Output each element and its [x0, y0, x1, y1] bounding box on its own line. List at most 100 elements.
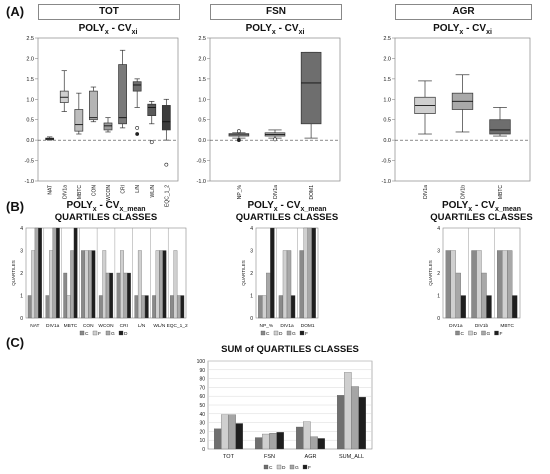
quartile-fsn-bar-d — [303, 227, 308, 319]
quartile-tot-bar-f — [173, 250, 178, 319]
box-tot-xtick-label: DIV1a — [62, 185, 68, 199]
quartile-tot-legend-label: C — [85, 331, 89, 337]
sum-bar-g — [269, 433, 277, 450]
quartile-tot-bar-g — [70, 250, 75, 319]
box-fsn-outlier — [236, 138, 241, 143]
quartile-agr-legend-label: G — [487, 331, 491, 337]
box-fsn-outlier — [236, 129, 241, 134]
box-tot-outlier — [135, 125, 140, 130]
quartile-tot-bar-d — [55, 227, 60, 319]
sum-bar-c — [254, 437, 263, 450]
quartile-tot-bar-d — [144, 295, 149, 319]
sum-bar-c — [336, 395, 345, 450]
quartile-tot-bar-c — [152, 295, 157, 319]
quartile-tot-bar-f — [137, 250, 142, 319]
quartile-fsn-bar-f — [290, 295, 296, 319]
quartile-tot-bar-c — [27, 295, 32, 319]
sum-xtick-label: AGR — [305, 454, 317, 460]
quartile-fsn-bar-d — [282, 250, 288, 319]
quartile-tot-legend-label: D — [124, 331, 128, 337]
quartile-fsn-ytick-label: 1 — [250, 294, 253, 300]
sum-ytick-label: 100 — [197, 359, 206, 365]
box-agr-ytick-label: -1.0 — [382, 179, 391, 185]
quartile-tot-bar-g — [141, 295, 146, 319]
quartile-fsn-legend-swatch — [273, 330, 279, 336]
sum-legend-label: C — [269, 465, 273, 471]
sum-legend-swatch — [263, 464, 269, 470]
box-fsn-outlier — [273, 137, 277, 142]
header-agr: AGR — [395, 4, 532, 20]
box-tot-box-mbtc — [74, 109, 84, 132]
box-tot-outlier — [135, 132, 140, 136]
quartile-agr-legend-swatch — [468, 330, 473, 336]
quartile-tot-xtick-label: DIV1a — [46, 323, 60, 329]
box-agr-ytick-label: 1.0 — [383, 97, 391, 103]
quartile-tot-bar-d — [162, 250, 167, 319]
sum-bar-g — [310, 436, 318, 450]
panel-label-b: (B) — [6, 199, 25, 214]
sum-ytick-label: 90 — [199, 368, 205, 374]
box-fsn-xtick-label: NP_% — [237, 184, 243, 199]
quartile-tot-bar-g — [88, 250, 92, 319]
sum-ytick-label: 30 — [199, 421, 205, 427]
sum-legend-swatch — [302, 464, 308, 470]
box-fsn-ytick-label: 0.5 — [198, 118, 206, 124]
quartile-fsn-bar-c — [278, 295, 284, 319]
box-tot-xtick-label: WCON — [106, 185, 112, 201]
quartile-tot-bar-f — [49, 250, 53, 319]
quartile-agr-legend-swatch — [481, 330, 486, 336]
header-fsn: FSN — [210, 4, 342, 20]
sum-legend-swatch — [276, 464, 282, 470]
quartile-tot-ytick-label: 0 — [20, 316, 23, 322]
quartile-agr-bar-f — [460, 295, 466, 319]
quartile-fsn-title: POLYx - CVx_mean — [247, 200, 326, 213]
panel-label-a: (A) — [6, 4, 25, 19]
quartile-tot-xtick-label: MBTC — [64, 323, 78, 329]
box-agr-ytick-label: 2.0 — [383, 56, 391, 62]
sum-ytick-label: 0 — [202, 447, 205, 453]
box-tot-outlier — [149, 140, 154, 145]
quartile-fsn-bar-g — [307, 227, 312, 319]
quartile-tot-bar-c — [98, 295, 103, 319]
box-tot-ytick-label: -1.0 — [25, 179, 34, 185]
quartile-fsn-bar-c — [299, 250, 304, 319]
box-fsn-ytick-label: 1.5 — [198, 77, 206, 83]
quartile-tot-xtick-label: EQC_1_2 — [167, 323, 188, 329]
quartile-tot-legend-label: F — [98, 331, 101, 337]
box-agr-ytick-label: 0.0 — [383, 138, 391, 144]
quartile-tot-legend-label: G — [111, 331, 115, 337]
quartile-tot-bar-d — [180, 295, 185, 319]
quartile-tot-subtitle: QUARTILES CLASSES — [55, 212, 157, 223]
sum-bar-g — [228, 414, 236, 450]
sum-ytick-label: 50 — [199, 403, 205, 409]
quartile-fsn-subtitle: QUARTILES CLASSES — [236, 212, 338, 223]
quartile-fsn-ytick-label: 4 — [250, 226, 253, 232]
quartile-tot-bar-g — [176, 295, 181, 319]
quartile-tot-xtick-label: NAT — [30, 323, 39, 329]
quartile-agr-bar-d — [502, 250, 508, 319]
quartile-tot-bar-c — [81, 250, 85, 319]
quartile-tot-legend-swatch — [105, 330, 111, 336]
box-tot-box-con — [89, 90, 98, 121]
quartile-fsn-bar-c — [258, 295, 263, 319]
box-tot-xtick-label: NAT — [48, 185, 54, 195]
box-tot-ytick-label: 1.5 — [26, 77, 34, 83]
quartile-tot-bar-g — [34, 227, 39, 319]
sum-ytick-label: 70 — [199, 385, 205, 391]
quartile-fsn-legend-swatch — [299, 330, 305, 336]
box-tot-ytick-label: 2.0 — [26, 56, 34, 62]
quartile-tot-bar-f — [31, 250, 36, 319]
quartile-tot-ytick-label: 1 — [20, 294, 23, 300]
quartile-fsn-legend-swatch — [260, 330, 266, 336]
quartile-agr-legend-label: D — [474, 331, 478, 337]
sum-bar-d — [262, 433, 270, 450]
quartile-agr-ytick-label: 4 — [437, 226, 440, 232]
quartile-fsn-legend-label: G — [292, 331, 296, 337]
sum-title: SUM of QUARTILES CLASSES — [221, 344, 359, 355]
quartile-agr-xtick-label: MBTC — [500, 323, 514, 329]
quartile-fsn-xtick-label: NP_% — [260, 323, 274, 329]
box-tot-ytick-label: 2.5 — [26, 36, 34, 42]
quartile-tot-xtick-label: WCON — [98, 323, 114, 329]
sum-ytick-label: 40 — [199, 412, 205, 418]
quartile-agr-legend-swatch — [494, 330, 499, 336]
